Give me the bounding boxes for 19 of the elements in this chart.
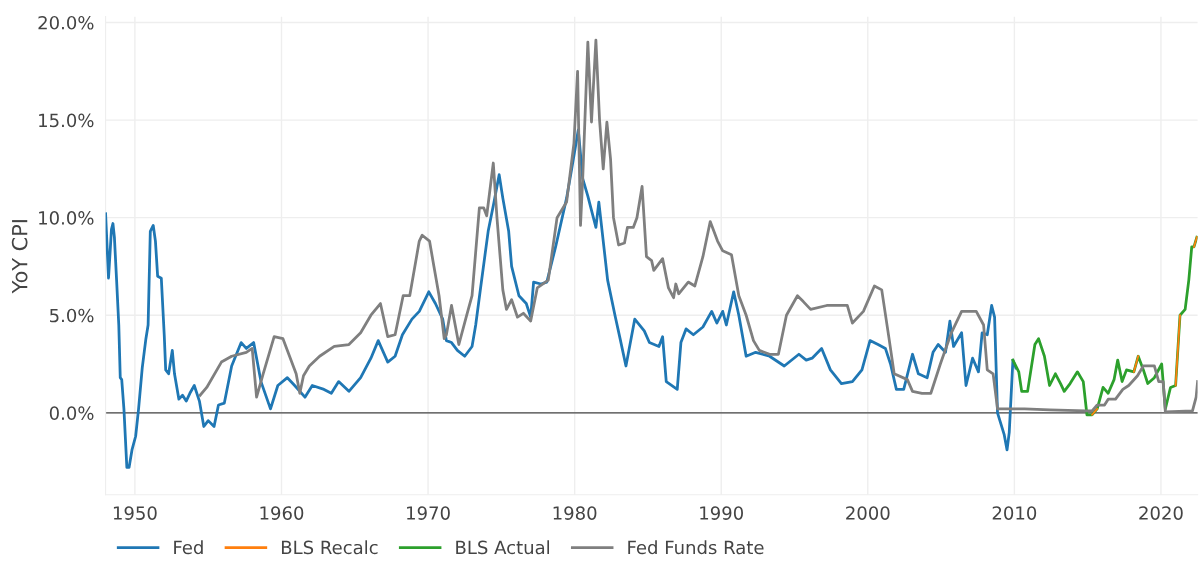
x-tick-label: 1980 [553,506,597,520]
y-tick-label: 0.0% [49,406,94,420]
y-tick-label: 15.0% [39,113,94,128]
x-tick-label: 2010 [992,506,1037,520]
y-axis-title: YoY CPI [11,220,28,294]
x-tick-label: 1960 [260,506,304,520]
x-tick-label: 2000 [846,506,890,520]
x-tick-label: 1950 [113,506,157,520]
x-tick-label: 2020 [1139,506,1183,520]
x-tick-label: 1970 [407,506,450,520]
legend-label: Fed [174,540,203,555]
legend-label: BLS Actual [456,540,549,555]
legend-label: Fed Funds Rate [628,540,764,555]
legend-label: BLS Recalc [281,540,378,555]
x-tick-label: 1990 [700,506,743,520]
line-series [198,38,1198,414]
y-tick-label: 10.0% [39,211,94,225]
y-tick-label: 20.0% [38,15,94,30]
y-tick-label: 5.0% [50,308,94,323]
